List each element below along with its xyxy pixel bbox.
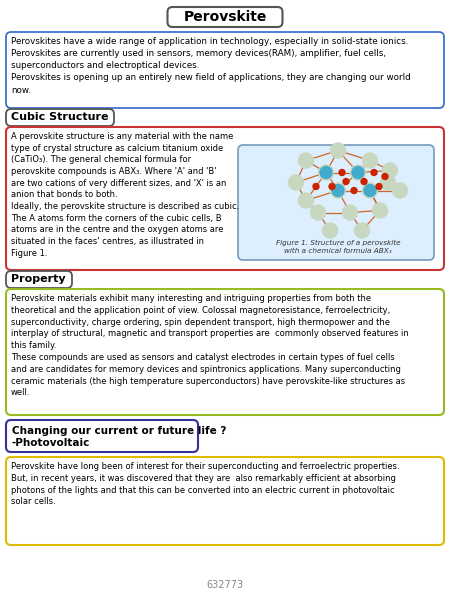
Circle shape xyxy=(381,175,396,190)
Circle shape xyxy=(339,169,345,175)
Circle shape xyxy=(355,223,369,238)
FancyBboxPatch shape xyxy=(6,420,198,452)
Circle shape xyxy=(373,203,387,218)
Circle shape xyxy=(330,143,346,158)
Circle shape xyxy=(313,184,319,190)
Circle shape xyxy=(319,165,333,180)
Circle shape xyxy=(320,166,332,179)
Circle shape xyxy=(351,165,365,180)
Circle shape xyxy=(361,179,367,185)
FancyBboxPatch shape xyxy=(6,32,444,108)
Circle shape xyxy=(298,193,314,208)
Circle shape xyxy=(352,166,364,179)
Text: Perovskites have a wide range of application in technology, especially in solid-: Perovskites have a wide range of applica… xyxy=(11,37,411,95)
Circle shape xyxy=(376,184,382,190)
Circle shape xyxy=(351,187,357,193)
Text: Cubic Structure: Cubic Structure xyxy=(11,113,108,122)
FancyBboxPatch shape xyxy=(6,271,72,288)
Circle shape xyxy=(371,169,377,175)
Circle shape xyxy=(364,185,376,196)
Circle shape xyxy=(323,223,338,238)
FancyBboxPatch shape xyxy=(6,289,444,415)
FancyBboxPatch shape xyxy=(167,7,283,27)
Circle shape xyxy=(332,185,344,196)
FancyBboxPatch shape xyxy=(238,145,434,260)
Text: A perovskite structure is any material with the name
type of crystal structure a: A perovskite structure is any material w… xyxy=(11,132,239,257)
Text: -Photovoltaic: -Photovoltaic xyxy=(12,438,90,448)
Circle shape xyxy=(330,183,346,198)
Text: Perovskite have long been of interest for their superconducting and ferroelectri: Perovskite have long been of interest fo… xyxy=(11,462,400,506)
Text: Perovskite: Perovskite xyxy=(183,10,267,24)
Circle shape xyxy=(310,205,325,220)
Text: Changing our current or future life ?: Changing our current or future life ? xyxy=(12,426,226,436)
Text: Perovskite materials exhibit many interesting and intriguing properties from bot: Perovskite materials exhibit many intere… xyxy=(11,294,409,397)
Circle shape xyxy=(392,183,408,198)
Circle shape xyxy=(382,163,397,178)
Text: Figure 1. Structure of a perovskite
with a chemical formula ABX₃: Figure 1. Structure of a perovskite with… xyxy=(276,241,400,254)
Circle shape xyxy=(363,153,378,168)
Circle shape xyxy=(343,179,349,185)
Text: Property: Property xyxy=(11,275,66,284)
Circle shape xyxy=(342,205,357,220)
Circle shape xyxy=(288,175,303,190)
FancyBboxPatch shape xyxy=(6,127,444,270)
Circle shape xyxy=(363,183,378,198)
FancyBboxPatch shape xyxy=(6,457,444,545)
Text: 632773: 632773 xyxy=(207,580,243,590)
FancyBboxPatch shape xyxy=(6,109,114,126)
Circle shape xyxy=(382,173,388,179)
Circle shape xyxy=(329,184,335,190)
Circle shape xyxy=(298,153,314,168)
